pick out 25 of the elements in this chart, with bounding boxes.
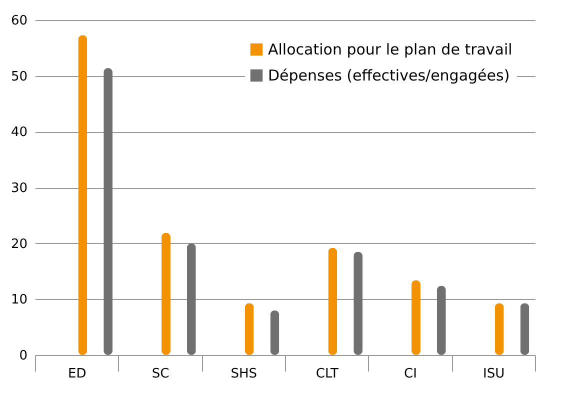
y-tick-label: 10 bbox=[10, 292, 28, 308]
x-tick-label: CLT bbox=[316, 366, 338, 382]
legend-label: Dépenses (effectives/engagées) bbox=[268, 66, 510, 84]
bar bbox=[104, 68, 113, 355]
bar bbox=[354, 252, 363, 355]
bar bbox=[78, 35, 88, 355]
y-tick-label: 30 bbox=[10, 181, 28, 196]
x-tick-label: SHS bbox=[230, 366, 257, 382]
x-tick-label: ISU bbox=[483, 366, 505, 382]
bar bbox=[494, 303, 504, 355]
legend-label: Allocation pour le plan de travail bbox=[268, 40, 512, 58]
y-tick-label: 60 bbox=[10, 14, 28, 28]
bar bbox=[244, 303, 254, 355]
bar bbox=[328, 248, 338, 355]
y-tick-label: 20 bbox=[10, 236, 28, 252]
x-tick-label: ED bbox=[68, 366, 86, 382]
y-tick-label: 0 bbox=[19, 348, 28, 364]
y-tick-label: 40 bbox=[10, 125, 28, 140]
bar bbox=[186, 243, 196, 355]
x-tick-label: CI bbox=[404, 366, 417, 382]
y-tick-label: 50 bbox=[10, 69, 28, 84]
x-tick-label: SC bbox=[152, 366, 170, 382]
bar bbox=[270, 310, 280, 355]
bar bbox=[436, 286, 446, 355]
bar bbox=[520, 303, 530, 355]
